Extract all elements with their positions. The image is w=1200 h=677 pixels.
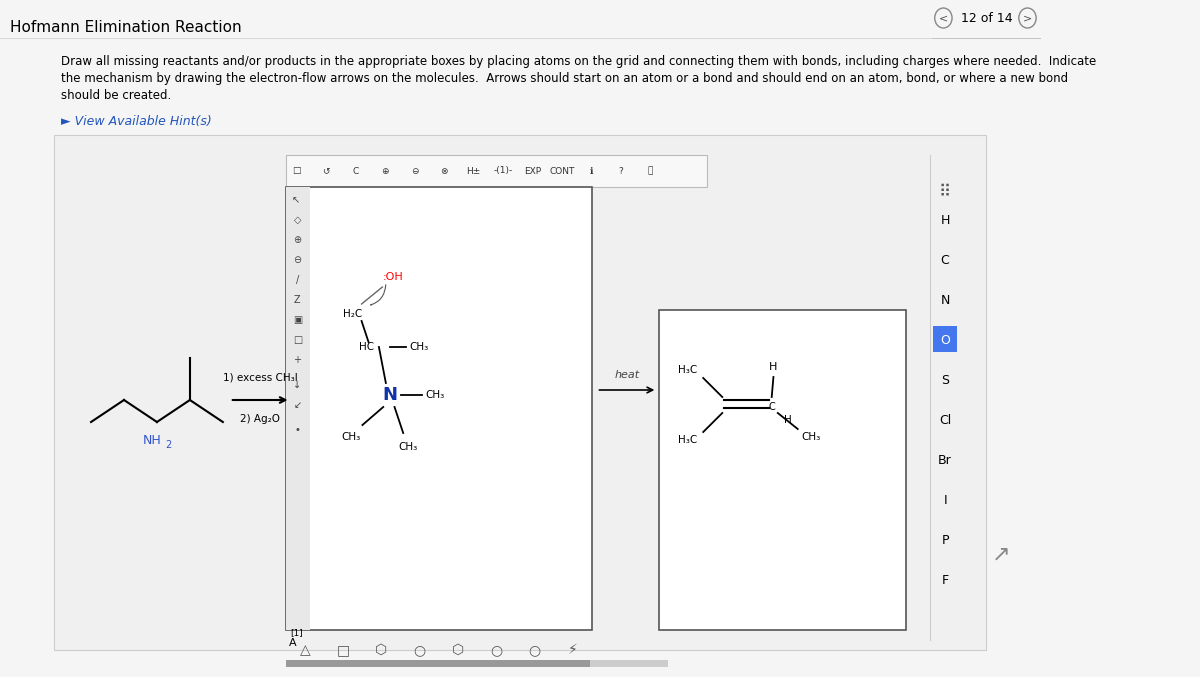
Text: Draw all missing reactants and/or products in the appropriate boxes by placing a: Draw all missing reactants and/or produc…: [61, 55, 1096, 68]
Text: Br: Br: [938, 454, 952, 466]
Text: S: S: [941, 374, 949, 387]
Text: ○: ○: [414, 643, 426, 657]
Text: ⬡: ⬡: [451, 643, 464, 657]
Bar: [286, 660, 667, 667]
Text: F: F: [942, 573, 949, 586]
Text: ○: ○: [528, 643, 540, 657]
Text: □: □: [293, 335, 302, 345]
Text: <: <: [938, 13, 948, 23]
Text: O: O: [940, 334, 950, 347]
Text: ⬡: ⬡: [376, 643, 388, 657]
Text: P: P: [941, 533, 949, 546]
Bar: [286, 155, 707, 187]
Text: heat: heat: [614, 370, 640, 380]
Text: H₃C: H₃C: [678, 365, 697, 375]
Text: H₂C: H₂C: [343, 309, 362, 319]
Text: ⊕: ⊕: [382, 167, 389, 175]
Text: •: •: [294, 425, 300, 435]
Text: CH₃: CH₃: [426, 390, 445, 400]
Text: △: △: [300, 643, 311, 657]
Text: □: □: [293, 167, 301, 175]
Text: CH₃: CH₃: [398, 442, 418, 452]
Text: □: □: [337, 643, 350, 657]
Text: ⠿: ⠿: [940, 183, 952, 201]
Text: H: H: [785, 415, 792, 425]
Text: -(1)-: -(1)-: [493, 167, 512, 175]
Text: H: H: [941, 213, 950, 227]
Text: CH₃: CH₃: [409, 342, 428, 352]
Text: +: +: [294, 355, 301, 365]
Text: HC: HC: [359, 342, 374, 352]
Bar: [54, 135, 986, 650]
Text: [1]: [1]: [290, 628, 304, 637]
Text: ⊖: ⊖: [410, 167, 419, 175]
Text: CH₃: CH₃: [802, 432, 821, 442]
Bar: [932, 326, 958, 352]
Text: ◇: ◇: [294, 215, 301, 225]
Text: 2: 2: [166, 440, 172, 450]
Text: H: H: [769, 362, 778, 372]
Text: the mechanism by drawing the electron-flow arrows on the molecules.  Arrows shou: the mechanism by drawing the electron-fl…: [61, 72, 1068, 85]
Text: 12 of 14: 12 of 14: [961, 12, 1013, 24]
Text: A: A: [289, 638, 296, 648]
Text: ► View Available Hint(s): ► View Available Hint(s): [61, 115, 211, 128]
Text: CONT: CONT: [550, 167, 575, 175]
Text: ↖: ↖: [293, 195, 302, 205]
Text: I: I: [943, 494, 947, 506]
Text: ⚡: ⚡: [568, 643, 577, 657]
Text: ○: ○: [490, 643, 502, 657]
Text: :OH: :OH: [383, 272, 403, 282]
Text: N: N: [383, 386, 397, 404]
Text: NH: NH: [143, 434, 162, 447]
Text: H±: H±: [467, 167, 480, 175]
Text: ℹ: ℹ: [589, 167, 593, 175]
Text: 1) excess CH₃I: 1) excess CH₃I: [223, 372, 298, 382]
Text: ⊖: ⊖: [293, 255, 301, 265]
Text: C: C: [353, 167, 359, 175]
Text: C: C: [768, 402, 775, 412]
Text: ↙: ↙: [293, 400, 301, 410]
Bar: [286, 187, 593, 630]
Text: ↺: ↺: [323, 167, 330, 175]
Text: should be created.: should be created.: [61, 89, 170, 102]
Text: ↗: ↗: [992, 545, 1010, 565]
FancyArrowPatch shape: [371, 285, 385, 305]
Text: ?: ?: [618, 167, 623, 175]
Text: 2) Ag₂O: 2) Ag₂O: [240, 414, 280, 424]
Text: ⤢: ⤢: [648, 167, 653, 175]
Text: ⊕: ⊕: [293, 235, 301, 245]
Text: Cl: Cl: [938, 414, 952, 427]
Text: Z: Z: [294, 295, 301, 305]
Bar: [286, 660, 589, 667]
Text: ▣: ▣: [293, 315, 302, 325]
Text: CH₃: CH₃: [342, 432, 361, 442]
Text: >: >: [1022, 13, 1032, 23]
Text: EXP: EXP: [524, 167, 541, 175]
Text: N: N: [941, 294, 950, 307]
Text: /: /: [295, 275, 299, 285]
Text: ⊗: ⊗: [440, 167, 448, 175]
Text: ↓: ↓: [293, 380, 301, 390]
Bar: [286, 187, 311, 630]
Text: C: C: [941, 253, 949, 267]
Text: H₃C: H₃C: [678, 435, 697, 445]
Bar: [659, 310, 906, 630]
Text: Hofmann Elimination Reaction: Hofmann Elimination Reaction: [11, 20, 242, 35]
